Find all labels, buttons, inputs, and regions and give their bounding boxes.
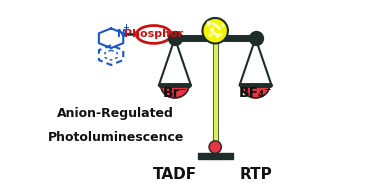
Text: +: + bbox=[122, 23, 129, 32]
Text: RTP: RTP bbox=[239, 167, 272, 182]
Text: Photoluminescence: Photoluminescence bbox=[48, 131, 184, 144]
Polygon shape bbox=[161, 85, 189, 98]
Text: Anion-Regulated: Anion-Regulated bbox=[57, 107, 174, 120]
Text: Br⁻: Br⁻ bbox=[162, 86, 187, 100]
Text: N: N bbox=[117, 29, 125, 40]
Bar bbox=[212, 43, 218, 147]
Text: TADF: TADF bbox=[153, 167, 197, 182]
Polygon shape bbox=[241, 85, 270, 98]
Text: BF₄⁻: BF₄⁻ bbox=[239, 86, 272, 100]
Bar bbox=[198, 153, 233, 159]
Circle shape bbox=[202, 18, 228, 43]
Circle shape bbox=[209, 141, 221, 153]
Text: Phosphor: Phosphor bbox=[124, 29, 183, 40]
